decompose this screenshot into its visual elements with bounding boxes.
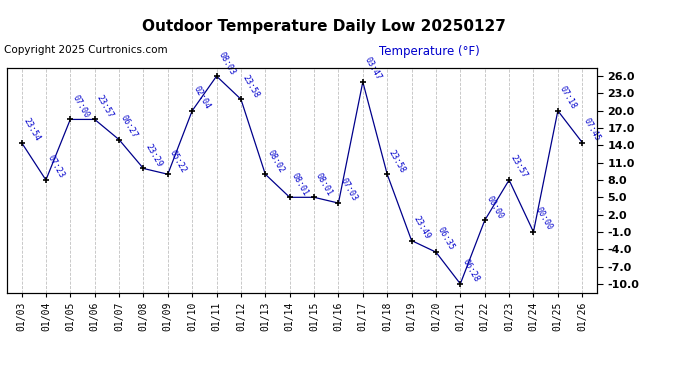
Text: 05:22: 05:22 — [168, 148, 188, 174]
Text: 07:03: 07:03 — [338, 177, 359, 203]
Text: 23:57: 23:57 — [95, 93, 115, 119]
Point — [455, 281, 466, 287]
Text: Outdoor Temperature Daily Low 20250127: Outdoor Temperature Daily Low 20250127 — [142, 19, 506, 34]
Point — [260, 171, 271, 177]
Point — [211, 73, 222, 79]
Point — [479, 217, 490, 223]
Point — [235, 96, 246, 102]
Point — [406, 238, 417, 244]
Point — [162, 171, 173, 177]
Point — [431, 249, 442, 255]
Text: 02:04: 02:04 — [193, 85, 213, 111]
Text: Temperature (°F): Temperature (°F) — [379, 45, 480, 58]
Text: 06:27: 06:27 — [119, 114, 139, 140]
Point — [41, 177, 52, 183]
Text: 08:01: 08:01 — [290, 171, 310, 197]
Point — [138, 165, 149, 171]
Point — [528, 229, 539, 235]
Point — [16, 140, 27, 146]
Point — [357, 79, 368, 85]
Text: 00:00: 00:00 — [484, 194, 505, 220]
Point — [552, 108, 563, 114]
Text: 23:54: 23:54 — [21, 116, 42, 142]
Text: 07:00: 07:00 — [70, 93, 90, 119]
Point — [577, 140, 588, 146]
Text: 23:49: 23:49 — [411, 214, 432, 241]
Point — [284, 194, 295, 200]
Text: 23:57: 23:57 — [509, 154, 529, 180]
Point — [333, 200, 344, 206]
Text: 07:18: 07:18 — [558, 85, 578, 111]
Text: 06:28: 06:28 — [460, 258, 481, 284]
Text: 07:23: 07:23 — [46, 154, 66, 180]
Point — [89, 116, 100, 122]
Text: 08:02: 08:02 — [266, 148, 286, 174]
Text: 08:01: 08:01 — [314, 171, 335, 197]
Text: 08:03: 08:03 — [217, 50, 237, 76]
Text: 07:45: 07:45 — [582, 116, 602, 142]
Text: 00:00: 00:00 — [533, 206, 554, 232]
Point — [308, 194, 319, 200]
Point — [187, 108, 198, 114]
Text: 06:35: 06:35 — [436, 226, 456, 252]
Text: 03:47: 03:47 — [363, 56, 383, 82]
Point — [382, 171, 393, 177]
Point — [504, 177, 515, 183]
Point — [65, 116, 76, 122]
Text: Copyright 2025 Curtronics.com: Copyright 2025 Curtronics.com — [4, 45, 168, 55]
Text: 23:58: 23:58 — [241, 73, 262, 99]
Text: 23:29: 23:29 — [144, 142, 164, 168]
Point — [114, 136, 125, 142]
Text: 23:58: 23:58 — [387, 148, 408, 174]
